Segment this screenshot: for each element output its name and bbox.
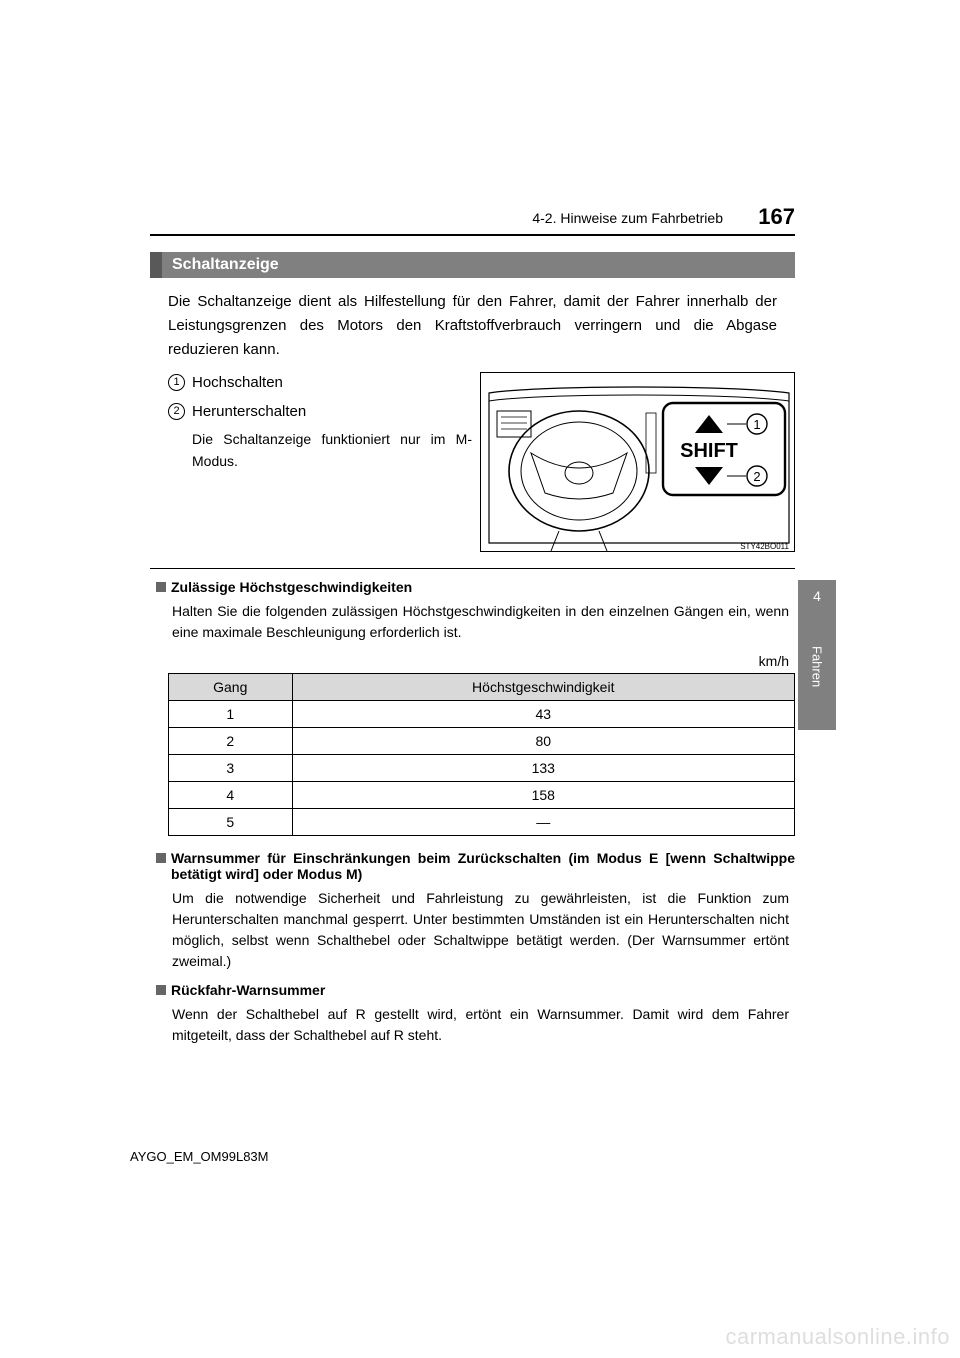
square-bullet-icon: [156, 853, 166, 863]
breadcrumb: 4-2. Hinweise zum Fahrbetrieb: [532, 210, 723, 226]
subheading-text: Warnsummer für Einschränkungen beim Zurü…: [171, 850, 795, 882]
table-row: 280: [169, 728, 795, 755]
divider: [150, 568, 795, 569]
callout-label: Hochschalten: [192, 372, 283, 395]
callout-item-2: 2 Herunterschalten: [168, 401, 472, 424]
circled-number-icon: 2: [168, 403, 185, 420]
watermark: carmanualsonline.info: [725, 1324, 950, 1350]
square-bullet-icon: [156, 985, 166, 995]
callout-subnote: Die Schaltanzeige funktioniert nur im M-…: [168, 429, 472, 472]
callout-list: 1 Hochschalten 2 Herunterschalten Die Sc…: [168, 372, 472, 552]
table-row: 3133: [169, 755, 795, 782]
circled-number-icon: 1: [168, 374, 185, 391]
page-number: 167: [758, 204, 795, 230]
table-header-gear: Gang: [169, 674, 293, 701]
callout-label: Herunterschalten: [192, 401, 306, 424]
subheading-speeds: Zulässige Höchstgeschwindigkeiten: [150, 579, 795, 595]
sub-body-downshift: Um die notwendige Sicherheit und Fahrlei…: [150, 888, 795, 972]
side-chapter-label: Fahren: [810, 646, 825, 687]
square-bullet-icon: [156, 582, 166, 592]
table-row: 5—: [169, 809, 795, 836]
table-header-speed: Höchstgeschwindigkeit: [292, 674, 795, 701]
figure-ref: STY42BO011: [740, 542, 789, 551]
table-row: 4158: [169, 782, 795, 809]
sub-body-reverse: Wenn der Schalthebel auf R gestellt wird…: [150, 1004, 795, 1046]
svg-text:2: 2: [753, 469, 760, 484]
side-tab: 4 Fahren: [798, 580, 836, 730]
doc-id-footer: AYGO_EM_OM99L83M: [130, 1149, 268, 1164]
svg-text:1: 1: [753, 417, 760, 432]
dashboard-svg: SHIFT 1 2 STY42BO011: [481, 373, 796, 553]
page: 4-2. Hinweise zum Fahrbetrieb 167 4 Fahr…: [0, 0, 960, 1358]
content-column: Schaltanzeige Die Schaltanzeige dient al…: [150, 252, 795, 1056]
unit-label: km/h: [150, 653, 795, 669]
subheading-text: Zulässige Höchstgeschwindigkeiten: [171, 579, 412, 595]
two-column-row: 1 Hochschalten 2 Herunterschalten Die Sc…: [150, 372, 795, 552]
table-row: 143: [169, 701, 795, 728]
callout-item-1: 1 Hochschalten: [168, 372, 472, 395]
section-intro: Die Schaltanzeige dient als Hilfestellun…: [150, 290, 795, 362]
shift-label: SHIFT: [680, 440, 738, 462]
header-divider: [150, 234, 795, 236]
dashboard-figure: SHIFT 1 2 STY42BO011: [480, 372, 795, 552]
side-chapter-number: 4: [798, 580, 836, 604]
section-title: Schaltanzeige: [150, 252, 795, 278]
subheading-reverse-buzzer: Rückfahr-Warnsummer: [150, 982, 795, 998]
sub-body-speeds: Halten Sie die folgenden zulässigen Höch…: [150, 601, 795, 643]
subheading-downshift-buzzer: Warnsummer für Einschränkungen beim Zurü…: [150, 850, 795, 882]
speed-table: Gang Höchstgeschwindigkeit 143 280 3133 …: [168, 673, 795, 836]
subheading-text: Rückfahr-Warnsummer: [171, 982, 325, 998]
